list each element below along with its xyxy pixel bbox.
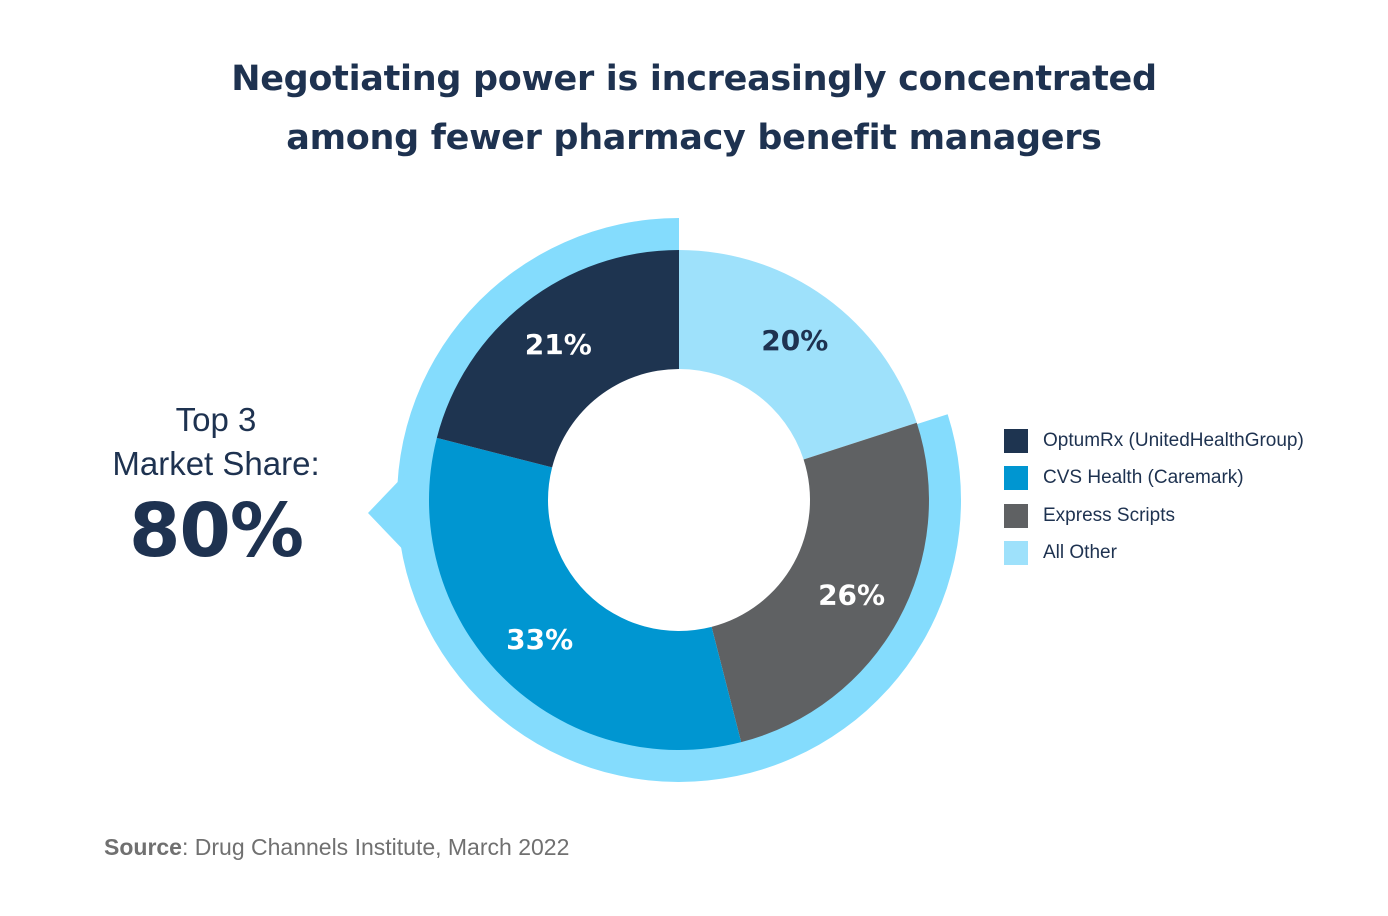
source-note: Source: Drug Channels Institute, March 2… xyxy=(104,834,569,861)
chart-title-line-1: Negotiating power is increasingly concen… xyxy=(231,59,1157,99)
legend-item: All Other xyxy=(1004,535,1304,573)
callout-line-2: Market Share: xyxy=(112,445,320,482)
chart-legend: OptumRx (UnitedHealthGroup) CVS Health (C… xyxy=(1004,422,1304,572)
donut-slice-express-scripts xyxy=(711,422,929,743)
legend-swatch xyxy=(1004,466,1028,491)
top3-callout: Top 3 Market Share: 80% xyxy=(60,398,372,576)
donut-slice-optumrx-unitedhealthgroup xyxy=(436,249,679,468)
donut-slice-cvs-health-caremark xyxy=(428,437,742,751)
source-label: Source xyxy=(104,834,182,860)
slice-data-label: 20% xyxy=(761,324,828,357)
callout-value: 80% xyxy=(128,488,304,574)
source-text: : Drug Channels Institute, March 2022 xyxy=(181,834,570,860)
legend-label: All Other xyxy=(1043,542,1117,564)
legend-item: Express Scripts xyxy=(1004,497,1304,535)
legend-swatch xyxy=(1004,503,1028,528)
legend-label: OptumRx (UnitedHealthGroup) xyxy=(1043,429,1304,451)
legend-item: OptumRx (UnitedHealthGroup) xyxy=(1004,422,1304,460)
legend-swatch xyxy=(1004,428,1028,453)
slice-data-label: 26% xyxy=(818,578,885,611)
legend-item: CVS Health (Caremark) xyxy=(1004,460,1304,498)
legend-label: Express Scripts xyxy=(1043,504,1175,526)
callout-pointer xyxy=(368,467,412,559)
legend-label: CVS Health (Caremark) xyxy=(1043,467,1244,489)
chart-title-line-2: among fewer pharmacy benefit managers xyxy=(286,118,1102,158)
donut-slice-all-other xyxy=(679,250,917,460)
chart-title: Negotiating power is increasingly concen… xyxy=(0,50,1388,168)
legend-swatch xyxy=(1004,541,1028,566)
callout-line-1: Top 3 xyxy=(175,401,257,438)
slice-data-label: 33% xyxy=(506,623,573,656)
slice-data-label: 21% xyxy=(525,328,592,361)
